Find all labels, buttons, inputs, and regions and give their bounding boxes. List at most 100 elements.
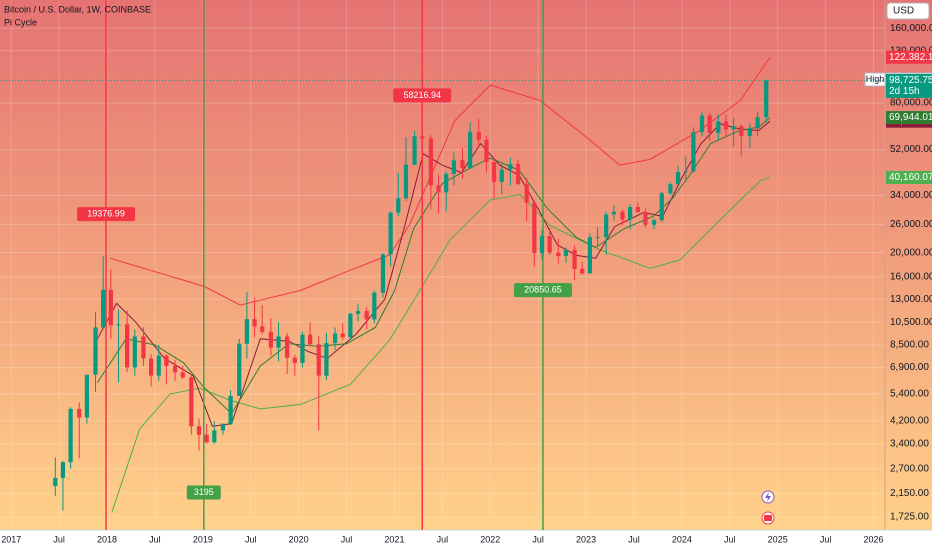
y-tick-label: 4,200.00 [890,416,929,427]
candle-body [196,426,202,435]
candle-body [508,163,513,170]
candle-body [604,214,609,238]
y-tick-label: 20,000.00 [890,247,932,258]
candle-body [611,211,616,215]
candle-body [755,117,760,129]
candle-body [125,324,130,368]
candle-body [620,211,625,220]
y-tick-label: 6,900.00 [890,362,929,373]
x-tick-label: 2018 [97,534,117,544]
candle-body [340,333,345,338]
line-value-box [886,111,932,125]
candle-body [355,310,361,314]
candle-body [659,193,664,221]
axes: 160,000.00130,000.0080,000.0052,000.0034… [0,23,932,544]
x-tick-label: Jul [341,534,353,544]
candle-body [524,184,529,203]
candle-body [77,408,82,418]
y-tick-label: 160,000.00 [890,23,932,34]
y-tick-label: 2,150.00 [890,488,929,499]
y-tick-label: 26,000.00 [890,219,932,230]
signal-box [393,88,452,103]
candle-body [364,310,369,320]
x-tick-label: 2022 [480,534,500,544]
x-tick-label: Jul [820,534,832,544]
candle-body [587,237,593,274]
x-tick-label: Jul [628,534,640,544]
candle-body [651,220,657,225]
signal-box [513,283,572,298]
candle-body [189,377,194,427]
price-note: 2d 15h [889,86,920,97]
candle-body [539,236,545,254]
candle-body [460,160,465,169]
candle-body [268,331,273,348]
candle-body [668,184,673,194]
candle-body [324,343,329,376]
y-tick-label: 80,000.00 [890,98,932,109]
signal-label: 58216.94 [403,90,441,100]
x-tick-label: 2017 [1,534,21,544]
candle-body [716,121,721,133]
lightning-glyph [765,492,771,502]
indicator-line [111,176,771,513]
candle-body [180,372,185,378]
candle-body [444,173,449,193]
x-tick-label: 2021 [384,534,404,544]
candle-body [491,162,497,183]
candle-body [204,434,209,443]
candle-body [60,462,66,478]
line-value-box [886,50,932,64]
candle-body [723,121,729,130]
signal-label: 20850.65 [524,285,562,295]
candles [53,79,769,511]
y-tick-label: 16,000.00 [890,271,932,282]
y-tick-label: 34,000.00 [890,190,932,201]
candle-body [683,171,688,173]
x-tick-label: 2026 [863,534,883,544]
candle-body [348,313,353,338]
x-tick-label: 2025 [768,534,788,544]
y-tick-label: 3,400.00 [890,438,929,449]
line-value-label: 40,160.07 [889,172,932,183]
candle-body [428,138,433,186]
x-tick-label: 2020 [289,534,309,544]
candle-body [420,136,425,139]
indicator-line [109,56,771,306]
y-tick-label: 10,500.00 [890,317,932,328]
candle-body [675,171,681,185]
unit-box[interactable] [886,2,930,20]
candle-body [172,365,178,373]
signals: 19376.99 3195 58216.94 20850.65 [77,0,572,530]
candle-body [403,164,409,199]
y-tick-label: 13,000.00 [890,294,932,305]
candle-body [68,408,73,463]
x-tick-label: Jul [53,534,65,544]
candle-body [572,250,577,269]
candle-body [451,160,456,174]
candle-body [53,477,58,487]
x-tick-label: 2023 [576,534,596,544]
candle-body [237,343,242,396]
x-tick-label: Jul [724,534,736,544]
candle-body [220,423,226,431]
candle-body [148,358,154,376]
candle-body [563,250,569,256]
signal-label: 3195 [194,487,214,497]
candle-body [476,131,481,140]
indicator-lines [96,56,771,513]
candle-body [101,289,106,328]
price-tag: High [866,74,885,84]
y-tick-label: 8,500.00 [890,340,929,351]
x-tick-label: 2024 [672,534,692,544]
candle-body [244,319,250,344]
candle-body [396,198,401,213]
candle-body [628,207,633,220]
signal-label: 19376.99 [87,208,125,218]
candle-body [316,344,321,376]
candle-body [332,333,338,344]
candle-body [93,327,98,375]
x-tick-label: 2019 [193,534,213,544]
candle-body [252,319,257,327]
candle-body [260,326,265,332]
